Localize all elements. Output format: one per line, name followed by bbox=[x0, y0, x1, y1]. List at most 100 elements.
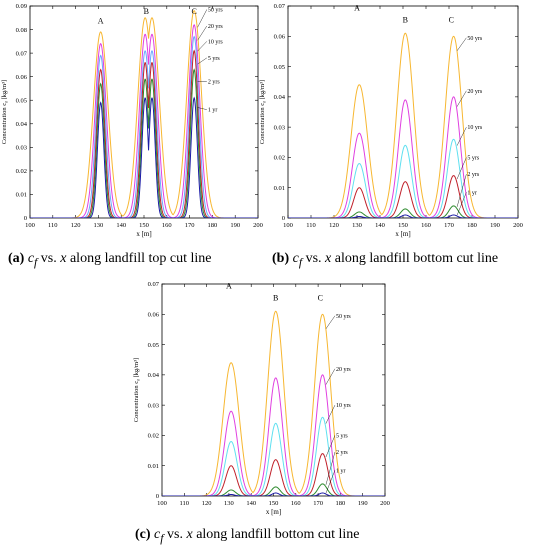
y-tick-label: 0.01 bbox=[274, 185, 285, 192]
series-leader-line bbox=[325, 435, 336, 458]
x-tick-label: 190 bbox=[358, 500, 368, 507]
series-label: 5 yrs bbox=[467, 155, 479, 161]
x-tick-label: 200 bbox=[513, 222, 523, 229]
series-leader-line bbox=[197, 9, 208, 28]
y-tick-label: 0.08 bbox=[16, 27, 27, 34]
y-tick-label: 0 bbox=[156, 493, 159, 500]
series-line-50-yrs bbox=[30, 10, 258, 218]
y-tick-label: 0.03 bbox=[148, 402, 159, 409]
x-tick-label: 180 bbox=[208, 222, 218, 229]
series-line-5-yrs bbox=[30, 49, 258, 218]
series-leader-line bbox=[456, 157, 467, 180]
series-label: 20 yrs bbox=[208, 24, 223, 30]
x-tick-label: 170 bbox=[313, 500, 323, 507]
x-axis-label: x [m] bbox=[266, 508, 281, 516]
y-tick-label: 0.03 bbox=[274, 124, 285, 131]
x-tick-label: 110 bbox=[180, 500, 190, 507]
series-leader-line bbox=[456, 90, 467, 107]
y-axis-label: Concentration cᵪ [kg/m³] bbox=[133, 358, 140, 422]
x-tick-label: 130 bbox=[352, 222, 362, 229]
y-tick-label: 0.05 bbox=[148, 342, 159, 349]
x-tick-label: 110 bbox=[306, 222, 316, 229]
y-tick-label: 0.04 bbox=[274, 94, 286, 101]
series-label: 50 yrs bbox=[336, 314, 351, 320]
series-line-10-yrs bbox=[162, 416, 385, 496]
x-tick-label: 180 bbox=[336, 500, 346, 507]
y-tick-label: 0.03 bbox=[16, 145, 27, 152]
series-leader-line bbox=[197, 57, 207, 65]
y-tick-label: 0.07 bbox=[274, 3, 286, 10]
x-tick-label: 150 bbox=[398, 222, 408, 229]
series-line-1-yr bbox=[162, 492, 385, 496]
peak-label: C bbox=[191, 7, 196, 16]
y-tick-label: 0.09 bbox=[16, 3, 27, 10]
series-line-2-yrs bbox=[30, 68, 258, 218]
y-tick-label: 0.01 bbox=[148, 463, 159, 470]
series-line-5-yrs bbox=[288, 175, 518, 218]
y-tick-label: 0 bbox=[282, 215, 285, 222]
y-tick-label: 0.06 bbox=[274, 33, 286, 40]
y-tick-label: 0.06 bbox=[148, 311, 160, 318]
series-label: 1 yr bbox=[467, 190, 477, 196]
x-tick-label: 110 bbox=[48, 222, 58, 229]
series-label: 10 yrs bbox=[467, 125, 482, 131]
series-label: 1 yr bbox=[336, 468, 346, 474]
x-tick-label: 100 bbox=[25, 222, 35, 229]
y-axis-label: Concentration cᵪ [kg/m³] bbox=[259, 80, 266, 144]
x-tick-label: 140 bbox=[246, 500, 256, 507]
y-tick-label: 0.02 bbox=[148, 433, 159, 440]
series-label: 5 yrs bbox=[208, 56, 220, 62]
x-tick-label: 150 bbox=[269, 500, 279, 507]
series-leader-line bbox=[456, 127, 467, 146]
series-leader-line bbox=[325, 452, 336, 485]
y-tick-label: 0.04 bbox=[16, 121, 28, 128]
caption-c: (c) cf vs. x along landfill bottom cut l… bbox=[135, 527, 360, 545]
peak-label: B bbox=[403, 16, 408, 25]
series-line-5-yrs bbox=[162, 453, 385, 496]
peak-label: B bbox=[273, 294, 278, 303]
y-tick-label: 0.05 bbox=[16, 97, 27, 104]
series-label: 10 yrs bbox=[208, 39, 223, 45]
x-tick-label: 120 bbox=[329, 222, 339, 229]
caption-a: (a) cf vs. x along landfill top cut line bbox=[8, 251, 212, 269]
peak-label: C bbox=[318, 294, 323, 303]
x-tick-label: 190 bbox=[490, 222, 500, 229]
series-line-2-yrs bbox=[288, 205, 518, 218]
series-line-2-yrs bbox=[162, 483, 385, 496]
peak-label: A bbox=[354, 4, 360, 13]
y-tick-label: 0.06 bbox=[16, 74, 28, 81]
peak-label: A bbox=[98, 17, 104, 26]
peak-label: C bbox=[449, 16, 454, 25]
x-tick-label: 170 bbox=[185, 222, 195, 229]
series-leader-line bbox=[325, 368, 336, 385]
series-leader-line bbox=[197, 25, 208, 41]
peak-label: B bbox=[144, 7, 149, 16]
series-line-1-yr bbox=[30, 96, 258, 218]
series-line-50-yrs bbox=[288, 32, 518, 218]
x-tick-label: 170 bbox=[444, 222, 454, 229]
x-tick-label: 160 bbox=[291, 500, 301, 507]
series-leader-line bbox=[325, 315, 336, 329]
x-tick-label: 140 bbox=[116, 222, 126, 229]
chart-panel-b: 100 110 120 130 140 150 160 170 180 190 200 0 0.01 0.… bbox=[259, 3, 523, 238]
series-line-10-yrs bbox=[30, 35, 258, 218]
y-tick-label: 0 bbox=[24, 215, 27, 222]
series-leader-line bbox=[456, 37, 467, 51]
series-label: 2 yrs bbox=[467, 172, 479, 178]
series-line-20-yrs bbox=[162, 374, 385, 496]
y-axis-label: Concentration cᵪ [kg/m³] bbox=[1, 80, 8, 144]
x-tick-label: 160 bbox=[421, 222, 431, 229]
y-tick-label: 0.07 bbox=[16, 50, 28, 57]
y-tick-label: 0.01 bbox=[16, 192, 27, 199]
x-tick-label: 150 bbox=[139, 222, 149, 229]
series-line-20-yrs bbox=[288, 96, 518, 218]
series-leader-line bbox=[325, 470, 336, 494]
series-label: 10 yrs bbox=[336, 403, 351, 409]
x-tick-label: 120 bbox=[202, 500, 212, 507]
x-tick-label: 200 bbox=[380, 500, 390, 507]
y-tick-label: 0.02 bbox=[274, 155, 285, 162]
x-tick-label: 140 bbox=[375, 222, 385, 229]
series-label: 20 yrs bbox=[467, 89, 482, 95]
series-leader-line bbox=[197, 41, 207, 52]
